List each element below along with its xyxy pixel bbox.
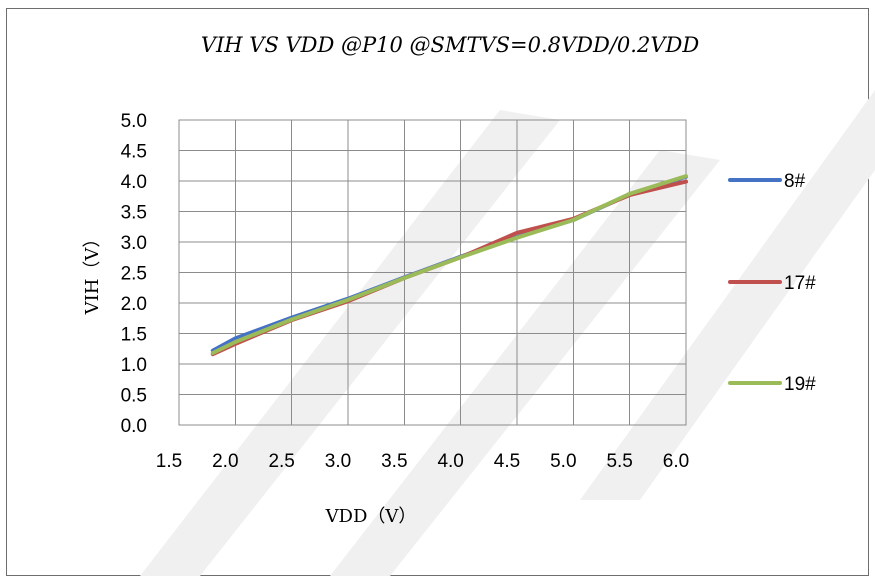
y-tick-label: 0.0 [121,416,147,437]
y-tick-label: 1.0 [121,355,147,376]
y-tick-label: 4.5 [121,142,147,163]
x-axis-label: VDD（V） [325,506,417,527]
x-tick-label: 3.0 [325,451,351,472]
x-ticks: 1.5 2.0 2.5 3.0 3.5 4.0 4.5 5.0 5.5 6.0 [156,451,689,472]
series-lines [210,174,688,357]
y-axis-label: VIH（V） [82,230,103,316]
x-tick-label: 1.5 [156,451,182,472]
x-tick-label: 4.5 [494,451,520,472]
legend-label: 17# [784,273,816,294]
legend-label: 19# [784,374,816,395]
x-tick-label: 6.0 [663,451,689,472]
legend: 8# 17# 19# [728,171,816,395]
x-tick-label: 4.0 [437,451,463,472]
y-tick-label: 2.5 [121,264,147,285]
y-tick-label: 2.0 [121,294,147,315]
x-tick-label: 2.5 [268,451,294,472]
chart-title: VIH VS VDD @P10 @SMTVS=0.8VDD/0.2VDD [201,33,699,57]
series-line-2 [210,174,688,355]
x-tick-label: 5.0 [550,451,576,472]
y-tick-label: 3.5 [121,203,147,224]
legend-label: 8# [784,171,806,192]
y-tick-label: 3.0 [121,233,147,254]
y-tick-label: 1.5 [121,325,147,346]
x-tick-label: 5.5 [606,451,632,472]
y-tick-label: 0.5 [121,386,147,407]
y-ticks: 0.0 0.5 1.0 1.5 2.0 2.5 3.0 3.5 4.0 4.5 5.0 [121,111,147,437]
plot-area [178,119,687,426]
y-tick-label: 4.0 [121,172,147,193]
watermark [140,90,875,576]
grid [178,119,687,426]
y-tick-label: 5.0 [121,111,147,132]
x-tick-label: 3.5 [381,451,407,472]
x-tick-label: 2.0 [212,451,238,472]
